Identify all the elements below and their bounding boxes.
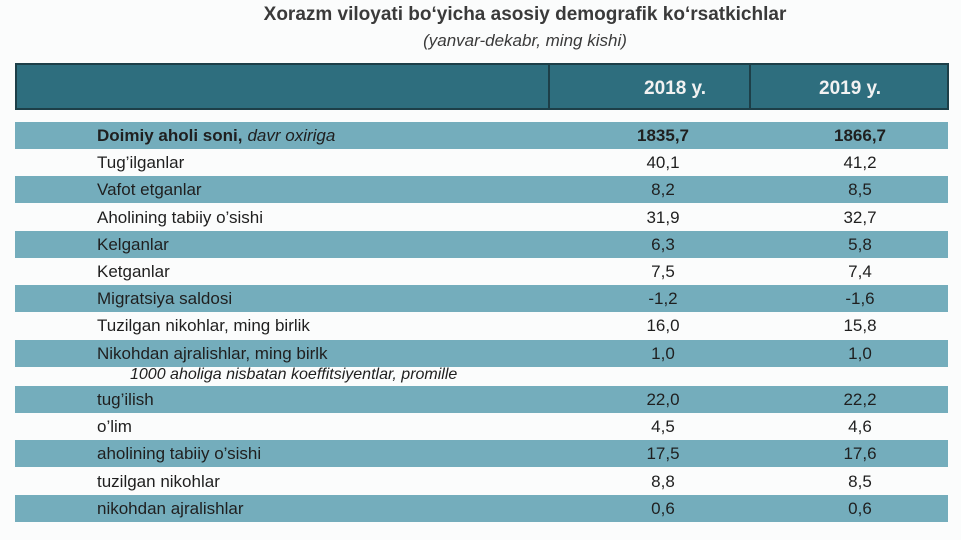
cell-value: 6,3 <box>651 234 675 254</box>
row-label: nikohdan ajralishlar <box>97 499 243 519</box>
row-label: Ketganlar <box>97 262 170 282</box>
cell-value: 17,5 <box>646 444 680 464</box>
row-label-text: Migratsiya saldosi <box>97 289 233 309</box>
row-label: Nikohdan ajralishlar, ming birlk <box>97 344 328 364</box>
table-row: aholining tabiiy o’sishi 17,5 17,6 <box>15 440 948 468</box>
table-row: Nikohdan ajralishlar, ming birlk 1,0 1,0 <box>15 339 948 367</box>
row-label-text: Tug’ilganlar <box>97 153 185 173</box>
cell-value: 7,5 <box>651 262 675 281</box>
row-label-text: Vafot etganlar <box>97 180 202 200</box>
cell-value: 41,2 <box>843 153 877 173</box>
cell-value: 15,8 <box>843 316 877 336</box>
header-cell <box>15 63 550 110</box>
table-row: Kelganlar 6,3 5,8 <box>15 230 948 258</box>
table-row: Migratsiya saldosi -1,2 -1,6 <box>15 285 948 313</box>
subtitle: (yanvar-dekabr, ming kishi) <box>423 31 627 50</box>
row-label-text: tug’ilish <box>97 390 154 409</box>
cell-value: 32,7 <box>843 207 877 227</box>
cell-value: 4,6 <box>848 417 872 437</box>
cell-value: 22,0 <box>646 390 680 409</box>
row-label-text: Doimiy aholi soni, <box>97 126 243 145</box>
table-row: Ketganlar 7,5 7,4 <box>15 258 948 285</box>
table-row: o’lim 4,5 4,6 <box>15 413 948 440</box>
table-row: Aholining tabiiy o’sishi 31,9 32,7 <box>15 204 948 231</box>
cell-value: 1,0 <box>651 343 675 363</box>
row-label-text: Aholining tabiiy o’sishi <box>97 207 264 227</box>
cell-value: 8,2 <box>651 180 675 200</box>
cell-value: -1,2 <box>648 289 678 309</box>
cell-value: 0,6 <box>848 498 872 518</box>
row-label-text: Ketganlar <box>97 262 170 281</box>
row-label-text: aholining tabiiy o’sishi <box>97 444 262 464</box>
section-label: 1000 aholiga nisbatan koeffitsiyentlar, … <box>130 365 458 383</box>
cell-value: 16,0 <box>646 316 680 336</box>
cell-value: 4,5 <box>651 417 675 437</box>
cell-value: 8,8 <box>651 471 675 491</box>
row-label-text: Kelganlar <box>97 234 169 254</box>
row-label: Kelganlar <box>97 235 169 255</box>
row-label: o’lim <box>97 417 132 437</box>
column-header: 2018 y. <box>644 78 706 99</box>
cell-value: 7,4 <box>848 262 872 281</box>
cell-value: 8,5 <box>848 471 872 491</box>
title: Xorazm viloyati bo‘yicha asosiy demograf… <box>263 4 787 25</box>
table-row: tug’ilish 22,0 22,2 <box>15 386 948 413</box>
header-cell <box>749 63 949 110</box>
row-label-text: Nikohdan ajralishlar, ming birlk <box>97 343 328 363</box>
table-row: tuzilgan nikohlar 8,8 8,5 <box>15 468 948 495</box>
table-row: Tug’ilganlar 40,1 41,2 <box>15 149 948 176</box>
cell-value: 8,5 <box>848 180 872 200</box>
cell-value: 31,9 <box>646 207 680 227</box>
row-note: davr oxiriga <box>247 126 336 145</box>
row-label: Vafot etganlar <box>97 180 202 200</box>
row-label-text: nikohdan ajralishlar <box>97 498 244 518</box>
cell-value: 22,2 <box>843 390 877 409</box>
row-label: tuzilgan nikohlar <box>97 472 220 492</box>
row-label-text: Tuzilgan nikohlar, ming birlik <box>97 316 310 336</box>
row-label-text: o’lim <box>97 417 132 437</box>
cell-value: 5,8 <box>848 234 872 254</box>
cell-value: 1835,7 <box>637 126 689 145</box>
row-label: Tuzilgan nikohlar, ming birlik <box>97 316 310 336</box>
row-label: aholining tabiiy o’sishi <box>97 444 261 464</box>
table-row: Tuzilgan nikohlar, ming birlik 16,0 15,8 <box>15 312 948 339</box>
row-label: Tug’ilganlar <box>97 153 184 173</box>
row-label: Aholining tabiiy o’sishi <box>97 208 263 228</box>
header-cell <box>548 63 751 110</box>
row-label: Doimiy aholi soni, davr oxiriga <box>97 126 335 146</box>
cell-value: 0,6 <box>651 498 675 518</box>
row-label: Migratsiya saldosi <box>97 289 232 309</box>
cell-value: 1866,7 <box>834 126 886 145</box>
cell-value: 40,1 <box>646 153 680 173</box>
row-label-text: tuzilgan nikohlar <box>97 471 220 491</box>
cell-value: 17,6 <box>843 444 877 464</box>
row-label: tug’ilish <box>97 390 154 410</box>
column-header: 2019 y. <box>819 78 881 99</box>
cell-value: -1,6 <box>845 289 875 309</box>
table-row: nikohdan ajralishlar 0,6 0,6 <box>15 494 948 522</box>
cell-value: 1,0 <box>848 343 872 363</box>
table-row: Vafot etganlar 8,2 8,5 <box>15 176 948 204</box>
table-row: Doimiy aholi soni, davr oxiriga 1835,7 1866… <box>15 122 948 149</box>
